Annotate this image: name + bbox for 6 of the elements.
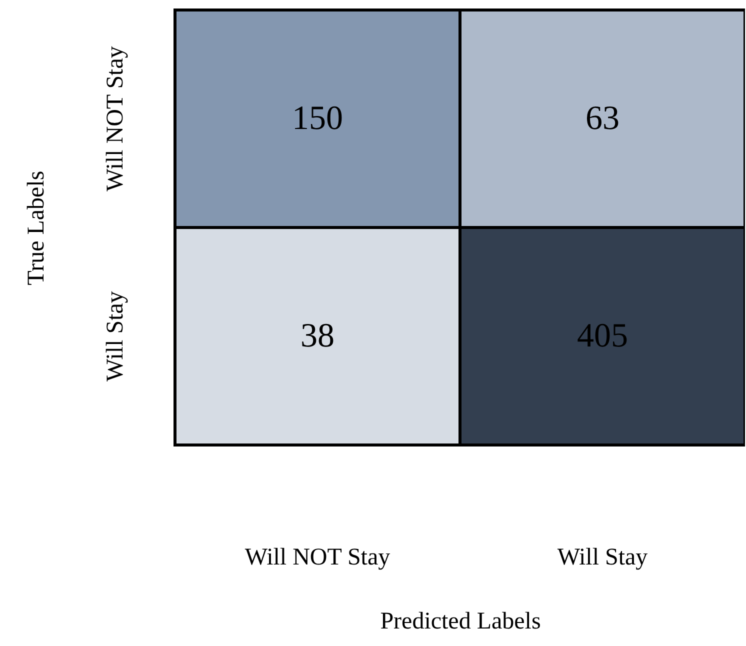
data-label: 38 xyxy=(300,317,334,354)
y-axis-title: True Labels xyxy=(24,170,50,286)
data-label: 150 xyxy=(292,100,343,137)
x-axis-title: Predicted Labels xyxy=(380,608,541,634)
data-label: 63 xyxy=(586,100,620,137)
data-label: 405 xyxy=(577,317,628,354)
